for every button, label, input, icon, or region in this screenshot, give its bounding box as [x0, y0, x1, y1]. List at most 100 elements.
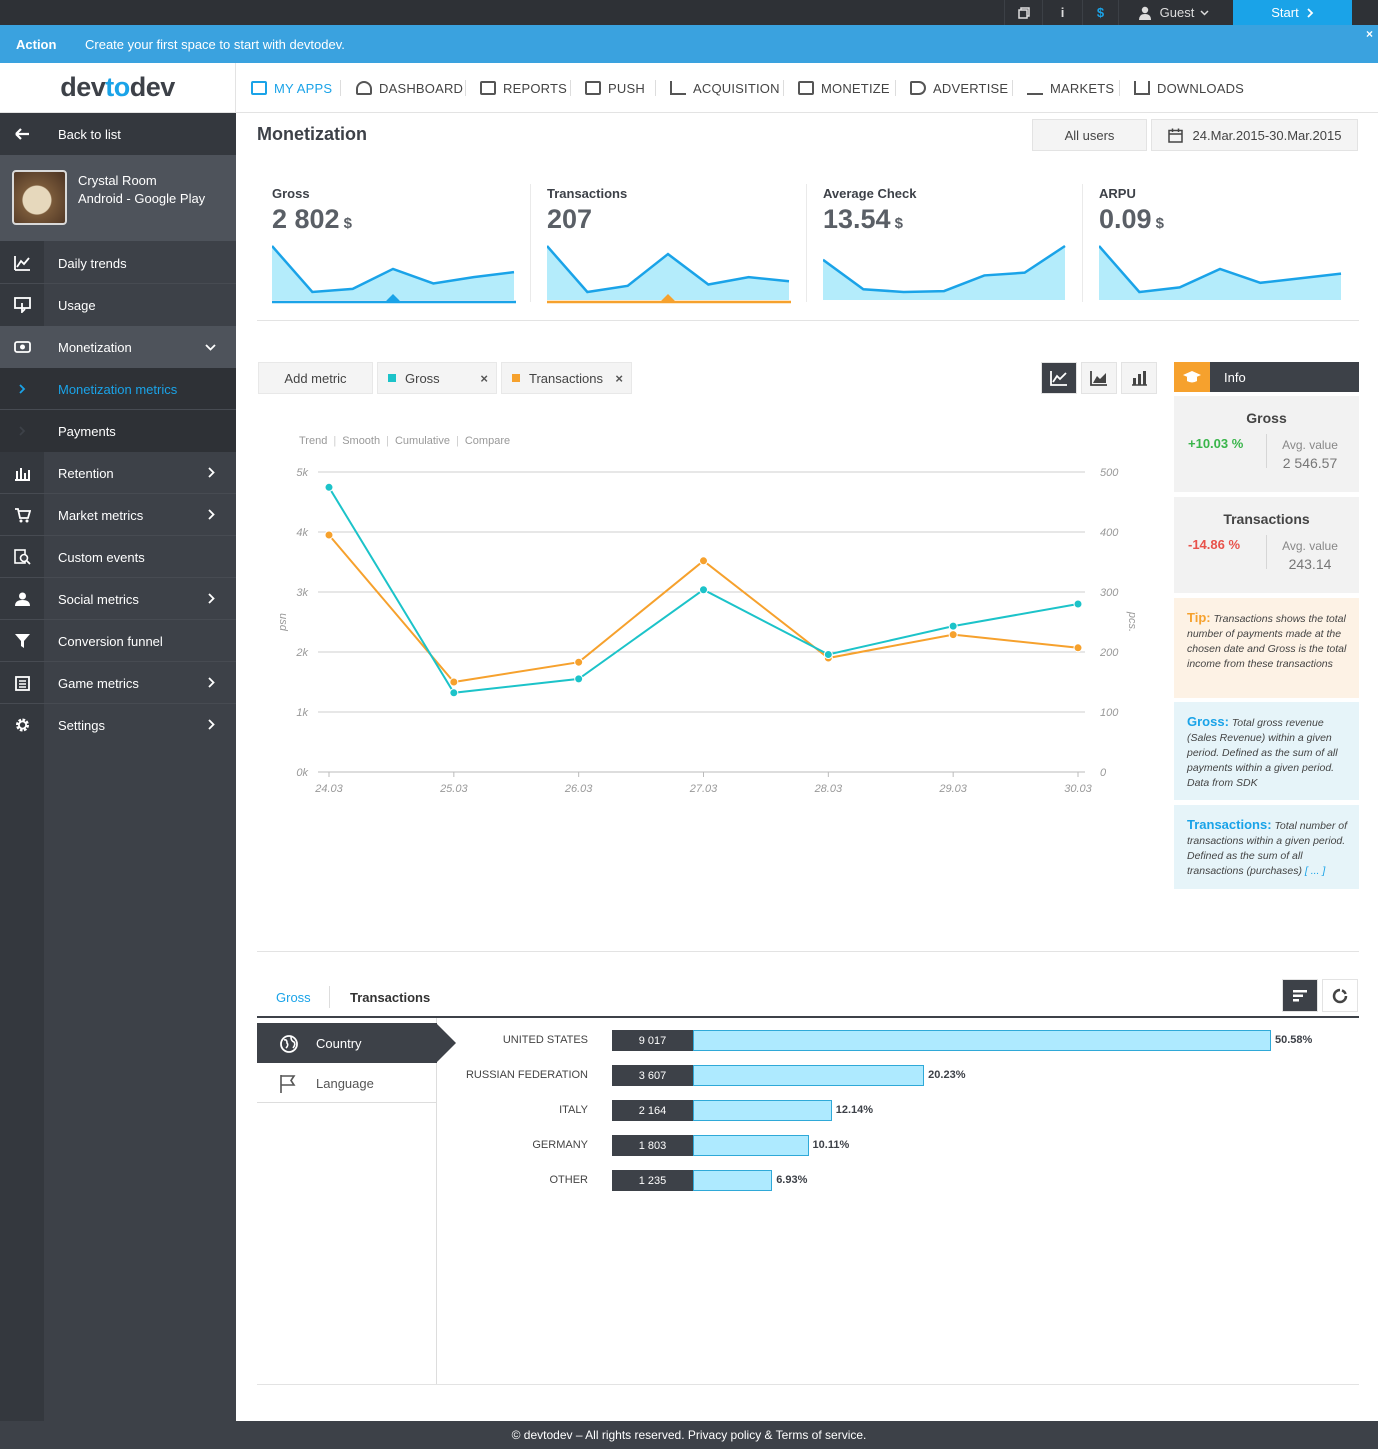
reports-icon — [480, 81, 496, 95]
user-menu[interactable]: Guest — [1118, 0, 1228, 25]
info-transactions-summary: Transactions -14.86 % Avg. value 243.14 — [1174, 497, 1359, 593]
side-tab-language[interactable]: Language — [257, 1063, 437, 1103]
sorted-bars-view-button[interactable] — [1282, 979, 1318, 1012]
sidebar-item-game-metrics[interactable]: Game metrics — [0, 662, 236, 704]
tab-separator — [329, 986, 330, 1008]
data-point-gross — [574, 674, 584, 684]
donut-icon — [1332, 988, 1348, 1003]
sidebar-item-market-metrics[interactable]: Market metrics — [0, 494, 236, 536]
side-tab-country[interactable]: Country — [257, 1023, 437, 1063]
sidebar-item-retention[interactable]: Retention — [0, 452, 236, 494]
mode-tab-compare[interactable]: Compare — [464, 435, 511, 447]
sidebar-item-conversion-funnel[interactable]: Conversion funnel — [0, 620, 236, 662]
kpi-average-check[interactable]: Average Check 13.54 $ — [823, 184, 1083, 308]
segment-select[interactable]: All users — [1032, 119, 1147, 151]
guest-label: Guest — [1159, 5, 1195, 20]
legend-swatch — [388, 374, 396, 382]
read-more-link[interactable]: [ ... ] — [1304, 865, 1326, 877]
sidebar-item-custom-events[interactable]: Custom events — [0, 536, 236, 578]
mode-tab-smooth[interactable]: Smooth — [342, 435, 381, 447]
nav-advertise[interactable]: ADVERTISE — [910, 63, 1008, 113]
area-chart-view-button[interactable] — [1081, 362, 1117, 394]
sidebar-item-label: Daily trends — [58, 255, 127, 271]
data-point-gross — [1073, 599, 1083, 609]
avg-label: Avg. value — [1282, 539, 1338, 553]
country-name: ITALY — [559, 1104, 588, 1116]
kpi-label: Gross — [272, 186, 310, 201]
nav-monetize[interactable]: MONETIZE — [798, 63, 890, 113]
line-chart-view-button[interactable] — [1041, 362, 1077, 394]
nav-downloads[interactable]: DOWNLOADS — [1134, 63, 1244, 113]
usage-icon — [14, 297, 31, 313]
data-point-gross — [449, 688, 459, 698]
app-card[interactable]: Crystal Room Android - Google Play — [0, 155, 236, 241]
kpi-arpu[interactable]: ARPU 0.09 $ — [1099, 184, 1359, 308]
sidebar-item-daily-trends[interactable]: Daily trends — [0, 242, 236, 284]
action-text[interactable]: Create your first space to start with de… — [85, 37, 345, 52]
sidebar-item-monetization[interactable]: Monetization — [0, 326, 236, 368]
nav-acquisition[interactable]: ACQUISITION — [670, 63, 780, 113]
close-icon[interactable]: × — [1366, 27, 1374, 41]
country-row[interactable]: ITALY 2 164 12.14% — [440, 1100, 1340, 1122]
sparkline-area — [272, 246, 514, 300]
close-icon[interactable]: × — [615, 371, 623, 386]
date-range-text: 24.Mar.2015-30.Mar.2015 — [1192, 127, 1342, 143]
sidebar-item-settings[interactable]: Settings — [0, 704, 236, 746]
sidebar-divider — [0, 493, 236, 494]
kpi-gross[interactable]: Gross 2 802 $ — [272, 184, 532, 308]
country-row[interactable]: GERMANY 1 803 10.11% — [440, 1135, 1340, 1157]
data-point-gross — [699, 585, 708, 595]
definition-text: Total gross revenue (Sales Revenue) with… — [1187, 717, 1338, 789]
info-header-label: Info — [1224, 370, 1246, 385]
tip-text: Transactions shows the total number of p… — [1187, 613, 1347, 670]
download-icon — [1134, 81, 1150, 95]
date-range-picker[interactable]: 24.Mar.2015-30.Mar.2015 — [1151, 119, 1358, 151]
info-divider — [1266, 535, 1267, 569]
country-bar — [693, 1065, 925, 1086]
y-tick-right: 200 — [1099, 647, 1119, 659]
logo[interactable]: dev to dev — [0, 63, 236, 113]
info-icon[interactable]: i — [1042, 0, 1082, 25]
mode-tab-trend[interactable]: Trend — [299, 435, 328, 447]
back-to-list[interactable]: Back to list — [0, 113, 236, 155]
y-axis-label-left: usd — [277, 613, 289, 632]
side-tab-label: Language — [316, 1076, 374, 1091]
sidebar: Back to list Crystal Room Android - Goog… — [0, 113, 236, 1421]
sidebar-item-label: Monetization metrics — [58, 381, 178, 397]
nav-dashboard[interactable]: DASHBOARD — [356, 63, 463, 113]
mode-separator: | — [386, 435, 389, 447]
sidebar-item-usage[interactable]: Usage — [0, 284, 236, 326]
windows-icon[interactable] — [1004, 0, 1042, 25]
start-button[interactable]: Start — [1233, 0, 1352, 25]
metric-chip-gross[interactable]: Gross × — [377, 362, 497, 394]
y-axis-label-right: pcs. — [1126, 611, 1138, 632]
mode-tab-cumulative[interactable]: Cumulative — [394, 435, 450, 447]
acquisition-icon — [670, 81, 686, 95]
billing-icon[interactable]: $ — [1082, 0, 1118, 25]
bar-chart-view-button[interactable] — [1121, 362, 1157, 394]
nav-my-apps[interactable]: MY APPS — [251, 63, 332, 113]
add-metric-button[interactable]: Add metric — [258, 362, 373, 394]
close-icon[interactable]: × — [480, 371, 488, 386]
nav-markets[interactable]: MARKETS — [1027, 63, 1114, 113]
nav-reports[interactable]: REPORTS — [480, 63, 567, 113]
sidebar-item-social-metrics[interactable]: Social metrics — [0, 578, 236, 620]
info-gross-summary: Gross +10.03 % Avg. value 2 546.57 — [1174, 396, 1359, 492]
sidebar-divider — [0, 283, 236, 284]
country-row[interactable]: OTHER 1 235 6.93% — [440, 1170, 1340, 1192]
country-row[interactable]: UNITED STATES 9 017 50.58% — [440, 1030, 1340, 1052]
metric-chip-transactions[interactable]: Transactions × — [501, 362, 632, 394]
donut-view-button[interactable] — [1322, 979, 1358, 1012]
info-average: Avg. value 2 546.57 — [1274, 436, 1346, 472]
info-header[interactable]: Info — [1174, 362, 1359, 392]
social-icon — [15, 592, 30, 606]
tab-gross[interactable]: Gross — [276, 990, 311, 1005]
user-icon — [1138, 6, 1151, 20]
chevron-right-icon — [1307, 7, 1314, 18]
kpi-transactions[interactable]: Transactions 207 — [547, 184, 807, 308]
sidebar-item-monetization-metrics[interactable]: Monetization metrics — [0, 368, 236, 410]
country-row[interactable]: RUSSIAN FEDERATION 3 607 20.23% — [440, 1065, 1340, 1087]
nav-push[interactable]: PUSH — [585, 63, 645, 113]
tab-transactions[interactable]: Transactions — [350, 990, 431, 1005]
sidebar-item-payments[interactable]: Payments — [0, 410, 236, 452]
